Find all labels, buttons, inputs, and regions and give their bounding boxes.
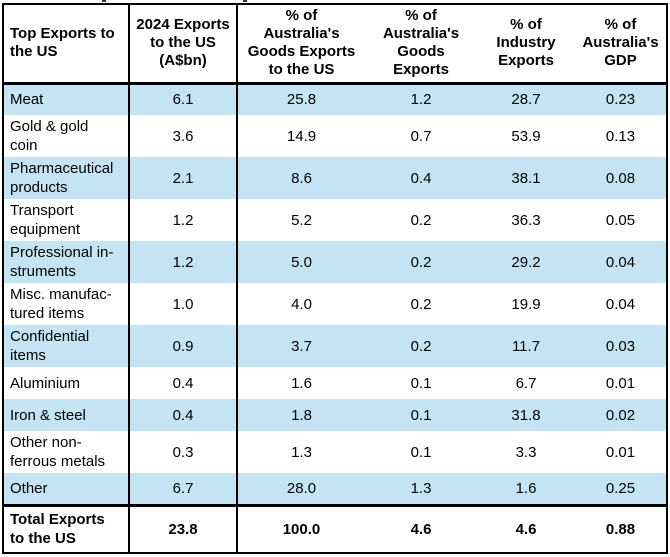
header-cell-2024-exports: 2024 Exports to the US (A$bn) (129, 4, 238, 83)
cell: 1.2 (129, 241, 238, 283)
cell: 0.7 (410, 127, 432, 145)
cell: 53.9 (511, 127, 541, 145)
total-row-label: Total Exports to the US (3, 505, 130, 553)
cell: 0.23 (605, 91, 636, 109)
cell: 0.1 (410, 374, 432, 392)
cell: 29.2 (511, 253, 541, 271)
cell: 0.05 (605, 211, 636, 229)
table-row: Professional in- struments 1.2 5.0 0.2 2… (3, 241, 667, 283)
cell: 0.2 (410, 253, 432, 271)
header-cell-pct-industry-exports: % of Industry Exports (496, 16, 556, 70)
cell: 0.01 (605, 443, 636, 461)
cell: 0.2 (410, 295, 432, 313)
table-row: Other 6.7 28.0 1.3 1.6 0.25 (3, 473, 667, 505)
cell: 3.3 (515, 443, 537, 461)
table-row: Aluminium 0.4 1.6 0.1 6.7 0.01 (3, 367, 667, 399)
cell: 0.4 (129, 399, 238, 431)
header-cell-pct-goods-exports: % of Australia's Goods Exports (382, 7, 460, 79)
table-row: Confidential items 0.9 3.7 0.2 11.7 0.03 (3, 325, 667, 367)
cropped-text-artifact (243, 0, 247, 2)
row-label: Gold & gold coin (3, 115, 130, 157)
table-row: Gold & gold coin 3.6 14.9 0.7 53.9 0.13 (3, 115, 667, 157)
cell: 0.1 (410, 406, 432, 424)
cell: 1.8 (291, 406, 312, 424)
table-footer: Total Exports to the US 23.8 100.0 4.6 4… (3, 505, 667, 553)
cell: 31.8 (511, 406, 541, 424)
cell: 5.2 (291, 211, 312, 229)
cell: 2.1 (129, 157, 238, 199)
cell: 6.7 (129, 473, 238, 505)
table-row: Iron & steel 0.4 1.8 0.1 31.8 0.02 (3, 399, 667, 431)
cell: 36.3 (511, 211, 541, 229)
cell: 0.25 (605, 479, 636, 497)
cell: 28.7 (511, 91, 541, 109)
cell: 14.9 (286, 127, 317, 145)
cell: 0.1 (410, 443, 432, 461)
total-row: Total Exports to the US 23.8 100.0 4.6 4… (3, 505, 667, 553)
row-label: Other non- ferrous metals (3, 431, 130, 473)
row-label: Iron & steel (3, 399, 130, 431)
cell: 1.6 (291, 374, 312, 392)
cell: 0.04 (605, 295, 636, 313)
header-cell-pct-goods-exports-us: % of Australia's Goods Exports to the US (247, 7, 356, 79)
cell: 6.7 (515, 374, 537, 392)
cell: 0.08 (605, 169, 636, 187)
row-label: Transport equipment (3, 199, 130, 241)
table-row: Meat 6.1 25.8 1.2 28.7 0.23 (3, 83, 667, 115)
cell: 0.2 (410, 337, 432, 355)
cell: 1.2 (410, 91, 432, 109)
cell: 1.2 (129, 199, 238, 241)
row-label: Confidential items (3, 325, 130, 367)
cell: 1.3 (291, 443, 312, 461)
total-cell: 0.88 (605, 520, 636, 538)
cell: 19.9 (511, 295, 541, 313)
cell: 4.0 (291, 295, 312, 313)
cell: 0.02 (605, 406, 636, 424)
row-label: Aluminium (3, 367, 130, 399)
table-header: Top Exports to the US 2024 Exports to th… (3, 4, 667, 83)
cell: 38.1 (511, 169, 541, 187)
cell: 1.3 (410, 479, 432, 497)
cell: 0.13 (605, 127, 636, 145)
exports-table: Top Exports to the US 2024 Exports to th… (2, 3, 668, 554)
row-label: Misc. manufac- tured items (3, 283, 130, 325)
cell: 0.3 (129, 431, 238, 473)
table-row: Misc. manufac- tured items 1.0 4.0 0.2 1… (3, 283, 667, 325)
cropped-text-artifact (102, 0, 106, 2)
cell: 6.1 (129, 83, 238, 115)
row-label: Professional in- struments (3, 241, 130, 283)
total-cell: 100.0 (282, 520, 321, 538)
cell: 25.8 (286, 91, 317, 109)
table-row: Other non- ferrous metals 0.3 1.3 0.1 3.… (3, 431, 667, 473)
cell: 3.7 (291, 337, 312, 355)
cell: 0.01 (605, 374, 636, 392)
cell: 0.2 (410, 211, 432, 229)
row-label: Pharmaceutical products (3, 157, 130, 199)
cell: 28.0 (286, 479, 317, 497)
cell: 8.6 (291, 169, 312, 187)
header-cell-top-exports: Top Exports to the US (3, 4, 130, 83)
header-row: Top Exports to the US 2024 Exports to th… (3, 4, 667, 83)
cell: 1.6 (515, 479, 537, 497)
row-label: Meat (3, 83, 130, 115)
cell: 0.03 (605, 337, 636, 355)
cell: 0.4 (129, 367, 238, 399)
cell: 0.04 (605, 253, 636, 271)
table-row: Pharmaceutical products 2.1 8.6 0.4 38.1… (3, 157, 667, 199)
cell: 0.9 (129, 325, 238, 367)
cell: 11.7 (511, 337, 541, 355)
header-cell-pct-gdp: % of Australia's GDP (582, 16, 659, 70)
cell: 1.0 (129, 283, 238, 325)
cell: 0.4 (410, 169, 432, 187)
table-row: Transport equipment 1.2 5.2 0.2 36.3 0.0… (3, 199, 667, 241)
table-body: Meat 6.1 25.8 1.2 28.7 0.23 Gold & gold … (3, 83, 667, 505)
row-label: Other (3, 473, 130, 505)
cell: 5.0 (291, 253, 312, 271)
total-cell: 4.6 (410, 520, 432, 538)
total-cell: 23.8 (129, 505, 238, 553)
total-cell: 4.6 (515, 520, 537, 538)
cell: 3.6 (129, 115, 238, 157)
